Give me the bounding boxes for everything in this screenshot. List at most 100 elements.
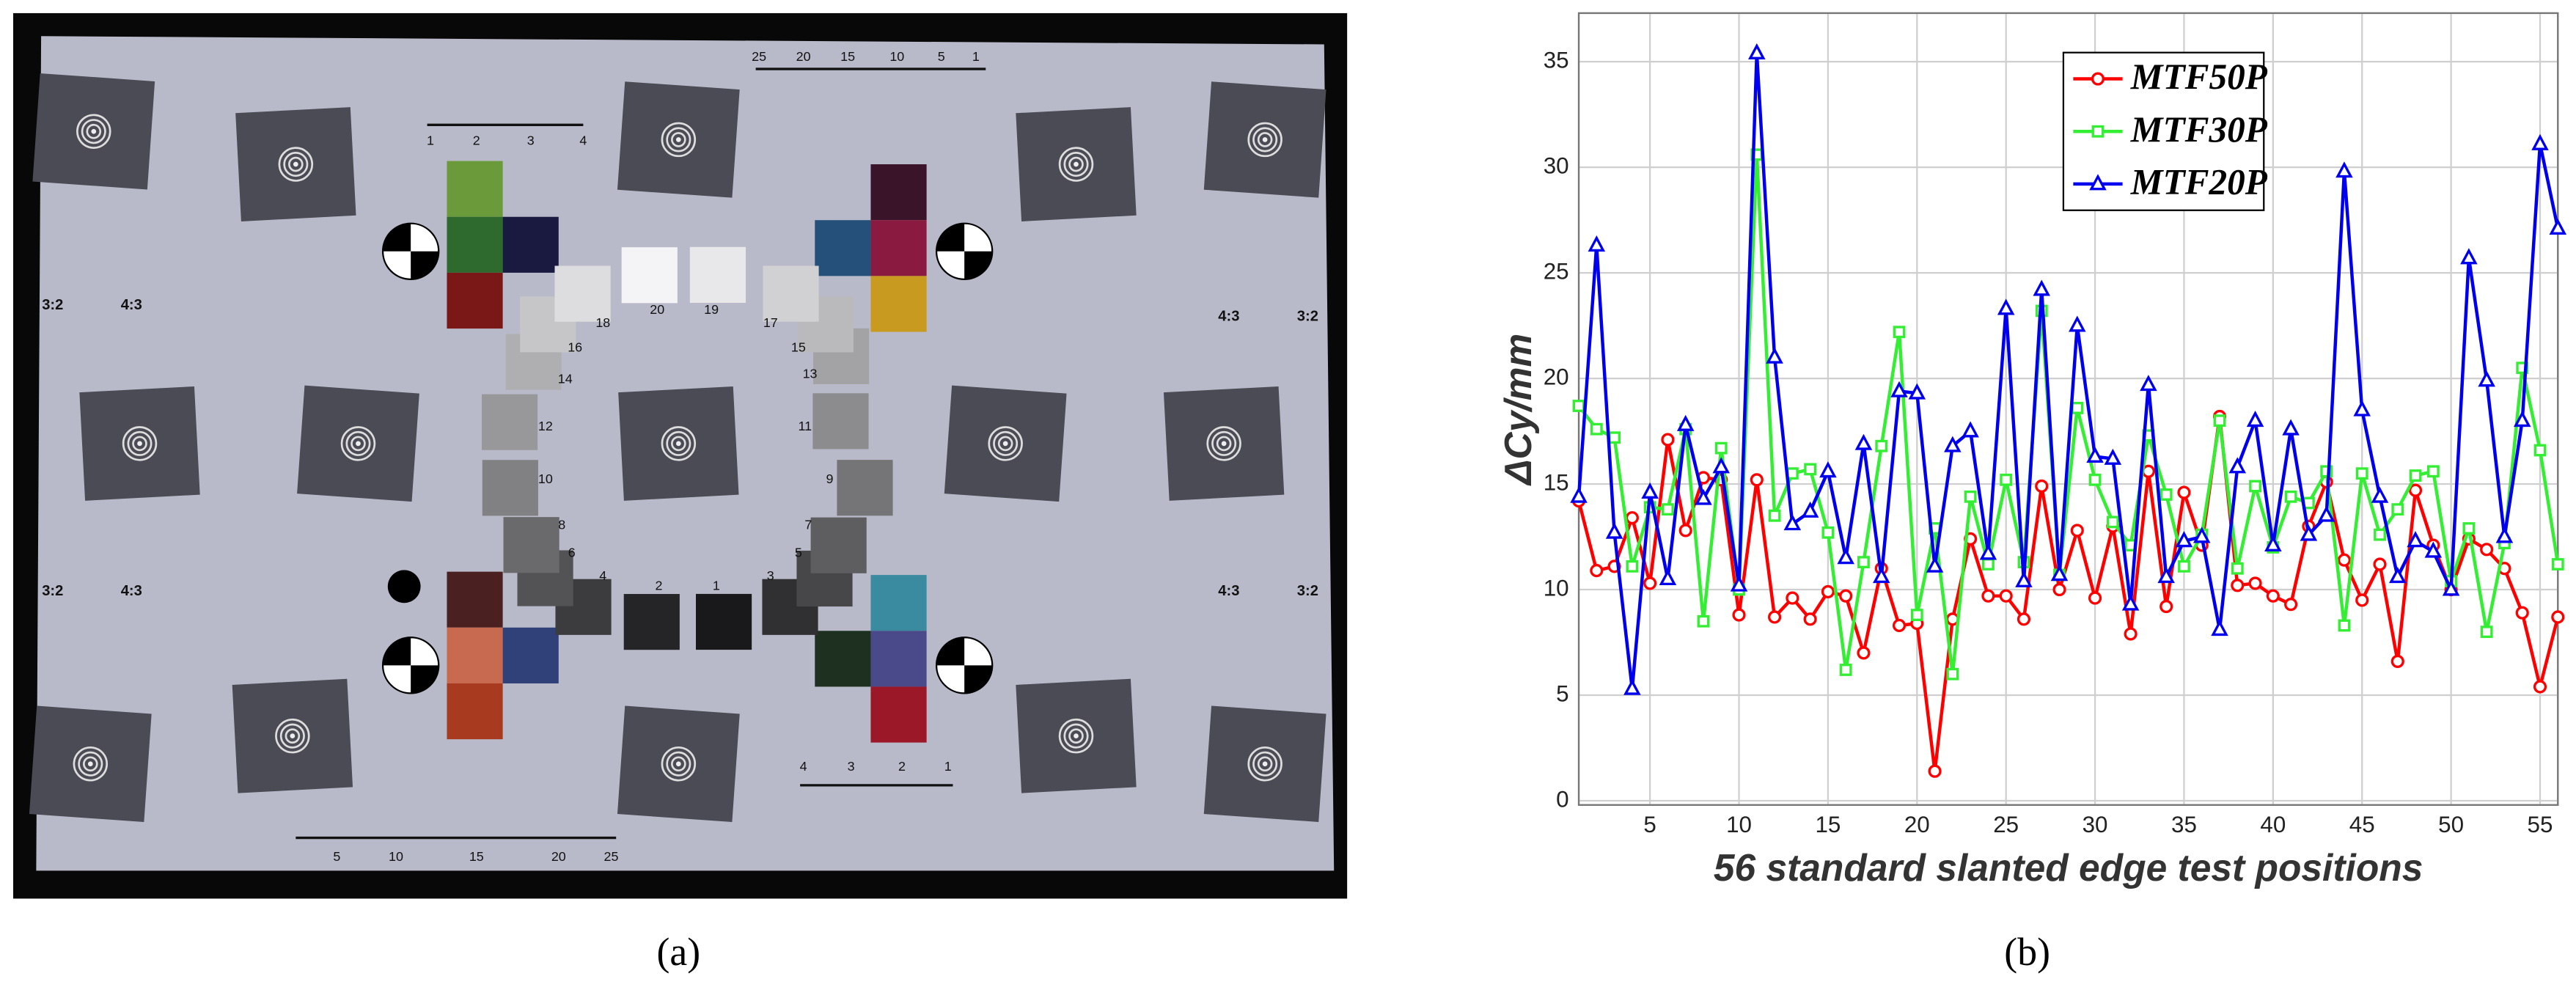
marker — [2015, 570, 2033, 587]
y-tick-label: 35 — [1544, 47, 1569, 73]
ring — [988, 426, 1023, 461]
marker — [2249, 480, 2261, 493]
ring — [122, 426, 158, 461]
dot — [1002, 441, 1008, 447]
marker — [2390, 654, 2404, 669]
ruler-label: 5 — [938, 49, 945, 64]
marker — [1928, 764, 1942, 778]
ring — [1068, 728, 1084, 744]
x-tick-label: 55 — [2528, 812, 2553, 837]
gray-patch — [763, 265, 819, 322]
marker — [2104, 448, 2122, 465]
marker — [1730, 575, 1748, 592]
ring — [1257, 756, 1273, 772]
marker — [1872, 567, 1890, 584]
ring — [1068, 156, 1084, 172]
marker — [2071, 402, 2084, 414]
patch-number: 12 — [538, 419, 553, 433]
y-axis-label: ΔCy/mm — [1497, 334, 1539, 486]
ring — [278, 147, 314, 182]
ruler-label: 5 — [333, 849, 340, 864]
marker — [2159, 488, 2173, 501]
ruler-label: 10 — [889, 49, 904, 64]
dot — [675, 761, 681, 767]
ring — [275, 718, 310, 754]
marker — [2355, 467, 2368, 480]
aspect-label: 3:2 — [1297, 309, 1318, 325]
color-patch — [447, 571, 503, 628]
marker — [2373, 557, 2387, 571]
ring — [1216, 436, 1232, 452]
marker — [2159, 600, 2173, 614]
marker — [2177, 485, 2191, 499]
marker — [1659, 568, 1677, 586]
black-dot — [387, 570, 421, 603]
patch-number: 19 — [704, 302, 719, 317]
marker — [2551, 610, 2565, 624]
marker — [1857, 646, 1871, 660]
marker — [1981, 589, 1995, 603]
marker — [2231, 579, 2245, 592]
marker — [1857, 556, 1870, 569]
marker — [1590, 422, 1603, 436]
aspect-label: 4:3 — [121, 297, 142, 313]
target-square — [944, 385, 1067, 502]
y-tick-label: 20 — [1544, 364, 1569, 389]
ring — [1252, 127, 1278, 153]
dot — [1074, 733, 1079, 739]
marker — [2442, 579, 2460, 596]
ring — [279, 723, 305, 749]
x-tick-label: 15 — [1815, 812, 1841, 837]
ring — [288, 156, 304, 172]
marker — [1732, 608, 1746, 622]
series-line — [1577, 53, 2560, 689]
marker — [2495, 526, 2514, 543]
x-tick-label: 30 — [2083, 812, 2108, 837]
color-patch — [870, 164, 927, 221]
marker — [2426, 465, 2440, 478]
ring — [661, 122, 697, 158]
marker — [1819, 461, 1837, 478]
marker — [1641, 482, 1659, 499]
dot — [290, 733, 296, 739]
ruler-label: 25 — [752, 49, 766, 64]
dot — [1262, 761, 1268, 767]
y-tick-label: 15 — [1544, 469, 1569, 495]
marker — [2409, 469, 2422, 482]
gray-patch — [503, 517, 559, 573]
marker — [2515, 606, 2529, 620]
marker — [1979, 543, 1997, 560]
legend-label: MTF30P — [2130, 109, 2268, 150]
legend-marker — [2091, 72, 2105, 86]
marker — [2391, 503, 2404, 516]
marker — [2178, 559, 2190, 573]
marker — [2284, 490, 2297, 503]
marker — [1750, 473, 1764, 487]
patch-number: 9 — [826, 472, 833, 486]
marker — [2533, 680, 2547, 694]
y-tick-label: 25 — [1544, 258, 1569, 284]
patch-number: 18 — [595, 315, 610, 330]
marker — [1926, 556, 1944, 573]
registration-quadrant — [383, 637, 439, 694]
marker — [2088, 473, 2102, 486]
marker — [1626, 559, 1639, 573]
marker — [1801, 501, 1819, 518]
marker — [1588, 235, 1606, 252]
marker — [2069, 315, 2086, 332]
y-tick-label: 30 — [1544, 153, 1569, 178]
gray-patch — [689, 246, 746, 304]
target-square — [1203, 705, 1326, 822]
ring — [340, 426, 376, 461]
marker — [2157, 567, 2175, 584]
marker — [1623, 678, 1641, 695]
marker — [1661, 433, 1675, 447]
x-tick-label: 35 — [2171, 812, 2197, 837]
ruler-label: 4 — [579, 133, 587, 147]
y-tick-label: 0 — [1556, 786, 1568, 812]
marker — [2480, 543, 2494, 557]
dot — [1221, 441, 1227, 447]
marker — [2050, 565, 2069, 581]
ring — [1058, 718, 1094, 754]
